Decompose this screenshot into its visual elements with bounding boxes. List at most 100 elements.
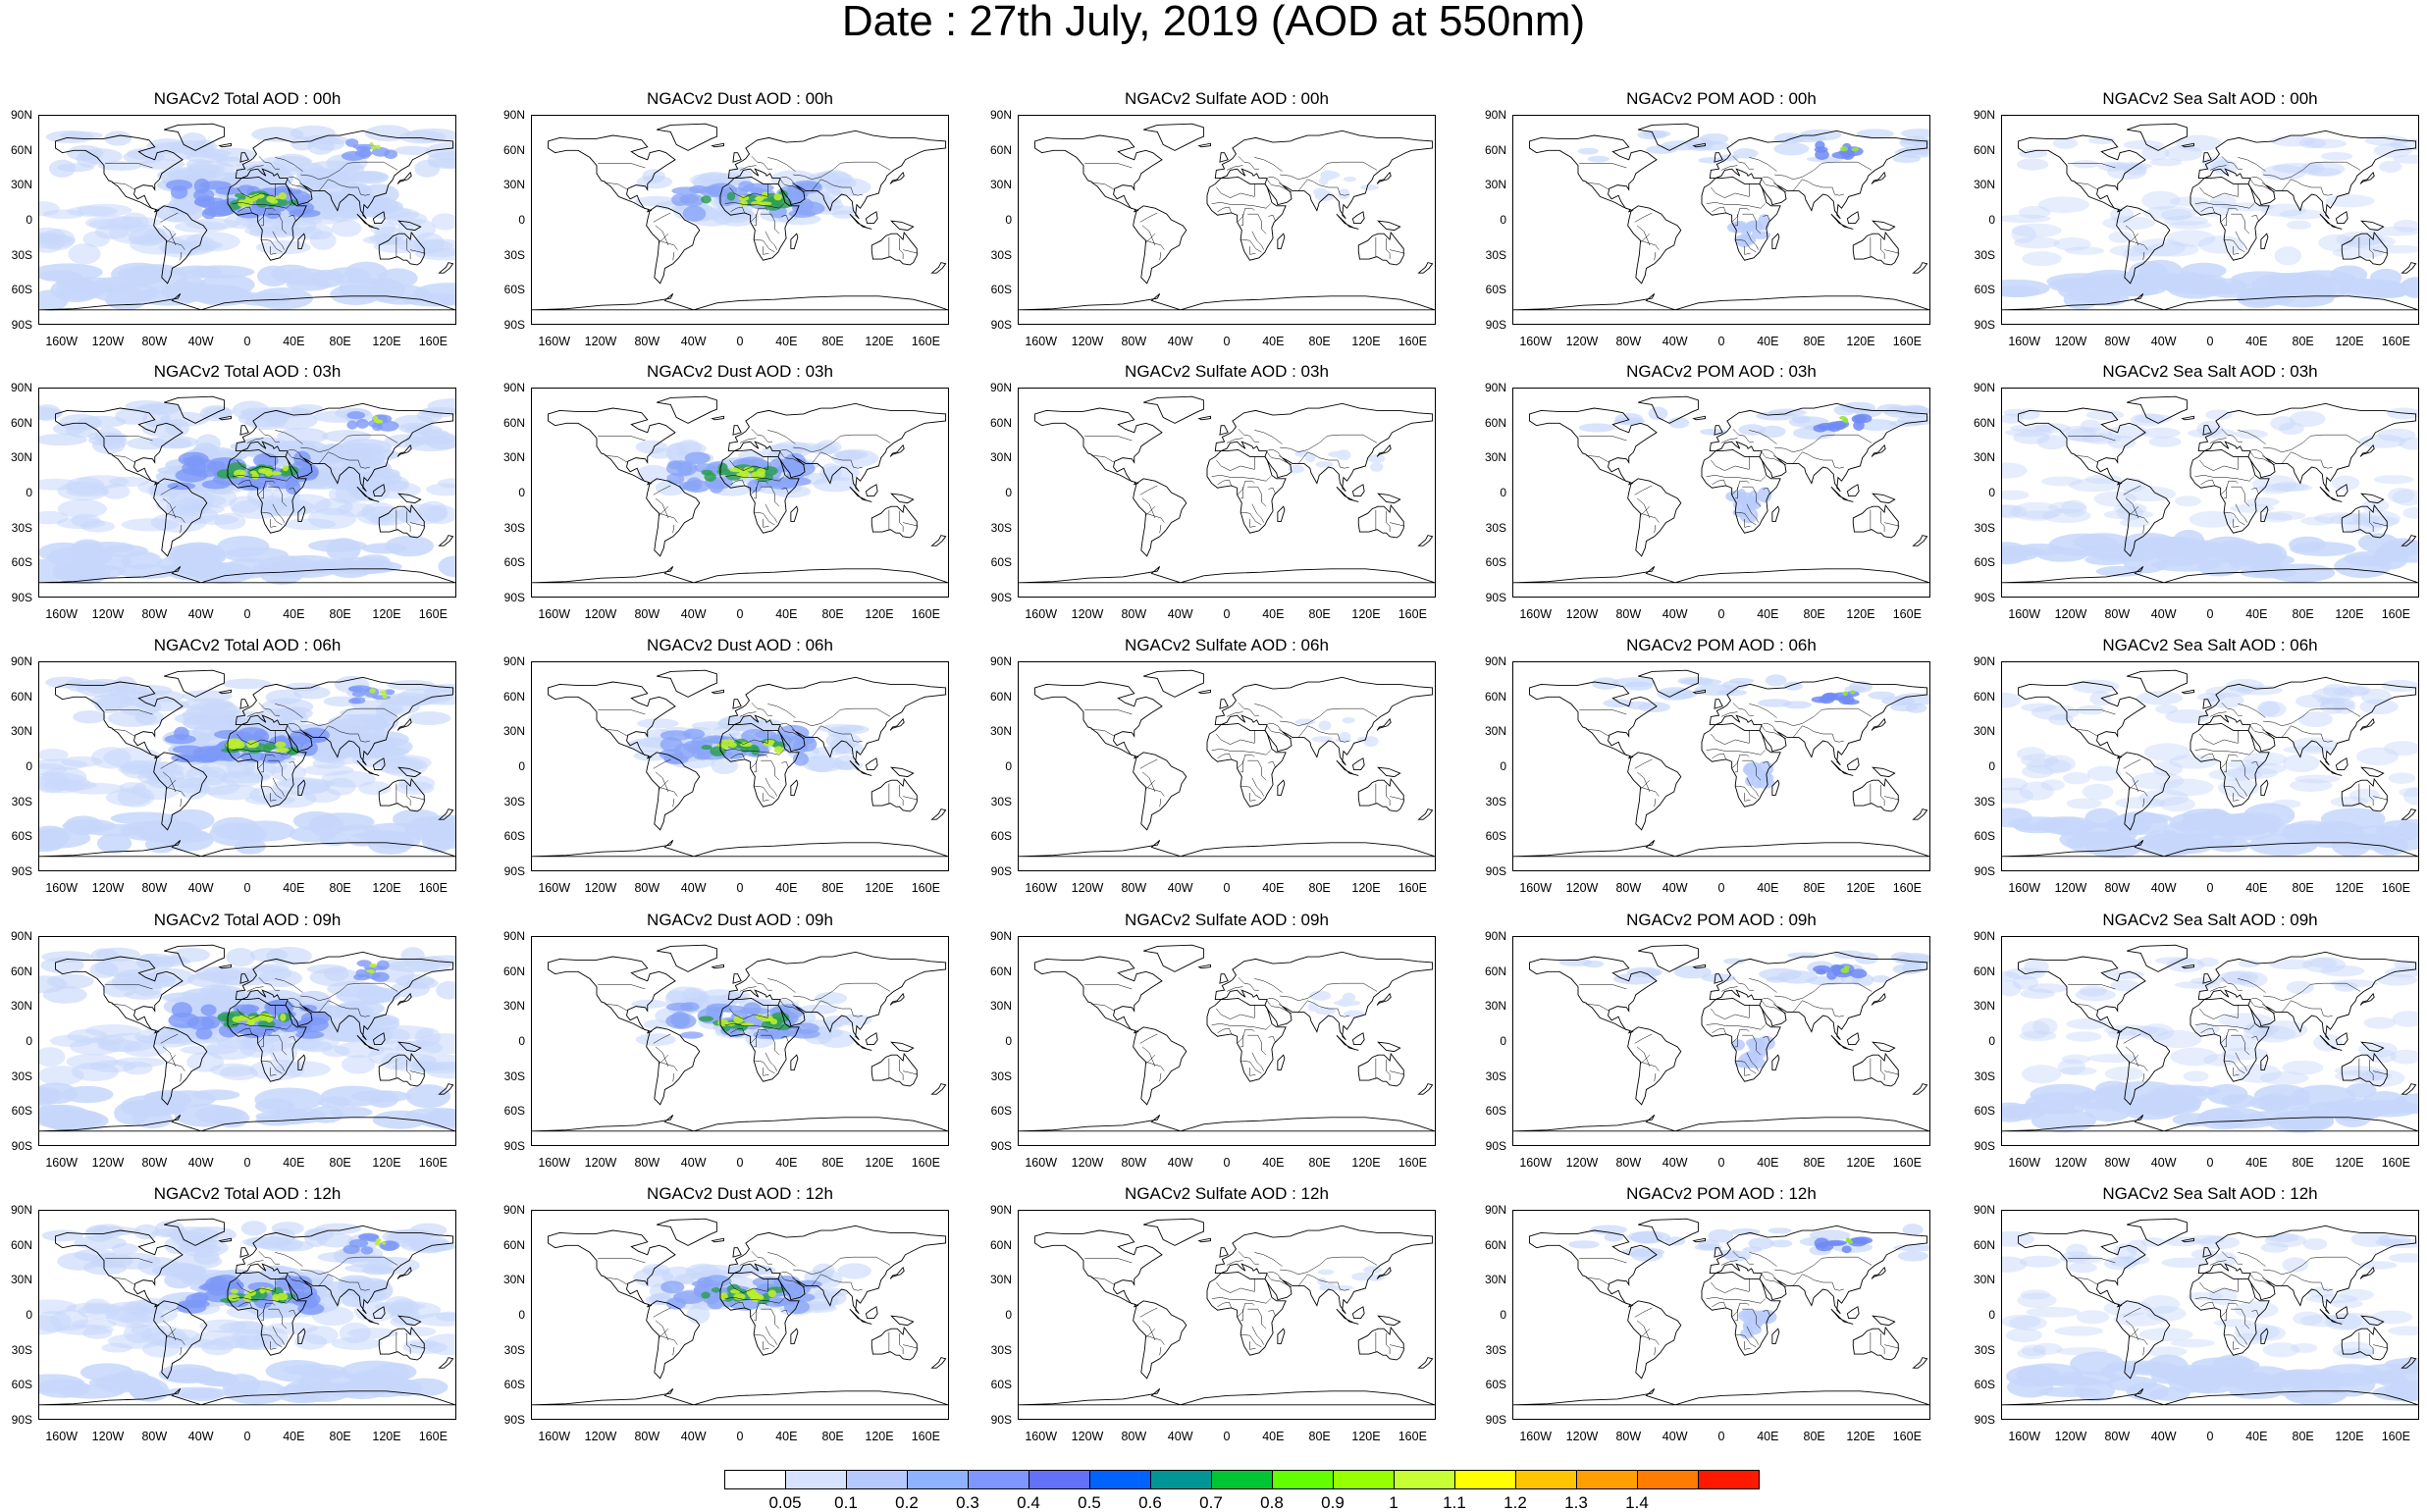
latitude-tick-label: 60N — [10, 415, 32, 430]
longitude-tick-label: 160E — [2381, 881, 2410, 895]
latitude-tick-label: 60S — [1485, 555, 1506, 570]
latitude-tick-label: 60N — [989, 415, 1012, 430]
longitude-tick-label: 120E — [1351, 1430, 1381, 1443]
aod-field-map — [1019, 669, 1435, 858]
latitude-tick-label: 0 — [1988, 1034, 1995, 1048]
latitude-tick-label: 30N — [10, 1273, 32, 1287]
latitude-tick-label: 30N — [1484, 999, 1506, 1014]
latitude-tick-label: 0 — [518, 759, 525, 773]
longitude-tick-label: 120W — [584, 1156, 617, 1170]
longitude-tick-label: 40W — [1662, 335, 1688, 348]
latitude-tick-label: 60N — [502, 142, 525, 157]
latitude-tick-label: 0 — [1988, 213, 1995, 227]
longitude-tick-label: 0 — [2206, 881, 2214, 895]
longitude-tick-label: 80E — [2292, 607, 2314, 621]
panel-title: NGACv2 Dust AOD : 03h — [647, 362, 833, 381]
panel-title: NGACv2 Sulfate AOD : 09h — [1125, 911, 1329, 929]
longitude-tick-label: 0 — [1223, 335, 1231, 348]
latitude-tick-label: 60S — [503, 1378, 525, 1392]
latitude-tick-label: 60S — [990, 829, 1012, 844]
longitude-tick-label: 120E — [372, 1430, 401, 1443]
longitude-tick-label: 120W — [1565, 335, 1599, 348]
longitude-tick-label: 160W — [45, 607, 78, 621]
aod-field-map — [2002, 1218, 2418, 1406]
longitude-tick-label: 0 — [736, 607, 744, 621]
longitude-tick-label: 160W — [538, 1430, 570, 1443]
longitude-tick-label: 40E — [1262, 1156, 1285, 1170]
latitude-tick-label: 90N — [502, 1203, 525, 1217]
longitude-tick-label: 160E — [2381, 335, 2410, 348]
longitude-tick-label: 40E — [283, 607, 305, 621]
longitude-tick-label: 0 — [1717, 881, 1725, 895]
latitude-tick-label: 0 — [26, 486, 32, 499]
latitude-tick-label: 90S — [11, 591, 32, 604]
longitude-tick-label: 120E — [865, 881, 894, 895]
longitude-tick-label: 80W — [141, 1430, 168, 1443]
longitude-tick-label: 40E — [2245, 881, 2268, 895]
longitude-tick-label: 40W — [2150, 1430, 2177, 1443]
map-panel-total-1: NGACv2 Total AOD : 03h 90N 60N 30N 0 30S 60S 90… — [11, 362, 456, 621]
latitude-tick-label: 0 — [518, 486, 525, 499]
longitude-tick-label: 120W — [1565, 607, 1599, 621]
map-frame — [1018, 1210, 1436, 1420]
longitude-tick-label: 40E — [283, 881, 305, 895]
latitude-tick-label: 60S — [1974, 555, 1995, 570]
longitude-tick-label: 80W — [141, 335, 168, 348]
latitude-tick-label: 60S — [503, 829, 525, 844]
longitude-tick-label: 80E — [1803, 1430, 1825, 1443]
longitude-tick-label: 160W — [45, 1430, 78, 1443]
latitude-tick-label: 60S — [503, 1104, 525, 1119]
longitude-tick-label: 160W — [1025, 1430, 1057, 1443]
latitude-tick-label: 0 — [518, 1308, 525, 1322]
latitude-tick-label: 90S — [990, 318, 1012, 332]
latitude-tick-label: 90S — [503, 318, 525, 332]
longitude-tick-label: 40E — [775, 607, 798, 621]
longitude-tick-label: 120W — [1071, 881, 1104, 895]
aod-field-map — [532, 944, 948, 1132]
longitude-tick-label: 160W — [538, 335, 570, 348]
longitude-tick-label: 160E — [1398, 607, 1427, 621]
aod-field-map — [532, 395, 948, 584]
latitude-tick-label: 90N — [1484, 654, 1506, 668]
longitude-tick-label: 120W — [584, 1430, 617, 1443]
map-frame — [1018, 936, 1436, 1146]
longitude-tick-label: 40W — [680, 1430, 707, 1443]
longitude-tick-label: 80W — [1615, 881, 1642, 895]
latitude-tick-label: 30S — [1974, 1069, 1995, 1083]
panel-title: NGACv2 Sulfate AOD : 12h — [1125, 1184, 1329, 1203]
longitude-tick-label: 120W — [1565, 1156, 1599, 1170]
latitude-tick-label: 60N — [10, 1237, 32, 1252]
latitude-tick-label: 90N — [502, 108, 525, 122]
longitude-tick-label: 0 — [1223, 1430, 1231, 1443]
longitude-tick-label: 160W — [2008, 1430, 2040, 1443]
longitude-tick-label: 160W — [1025, 881, 1057, 895]
latitude-tick-label: 60N — [989, 964, 1012, 978]
latitude-tick-label: 90N — [10, 108, 32, 122]
latitude-tick-label: 30S — [990, 1342, 1012, 1357]
longitude-tick-label: 80W — [634, 335, 660, 348]
latitude-tick-label: 90N — [1973, 108, 1995, 122]
longitude-tick-label: 80W — [141, 1156, 168, 1170]
colorbar-swatch — [1029, 1470, 1090, 1489]
panel-title: NGACv2 Sea Salt AOD : 06h — [2102, 636, 2318, 654]
latitude-tick-label: 90S — [1974, 591, 1995, 604]
longitude-tick-label: 80W — [141, 881, 168, 895]
longitude-tick-label: 80W — [2104, 881, 2131, 895]
latitude-tick-label: 0 — [1500, 759, 1506, 773]
latitude-tick-label: 0 — [1500, 213, 1506, 227]
longitude-tick-label: 40E — [283, 335, 305, 348]
longitude-tick-label: 120E — [865, 1156, 894, 1170]
longitude-tick-label: 160E — [1398, 881, 1427, 895]
latitude-tick-label: 90N — [989, 929, 1012, 943]
panel-title: NGACv2 Sea Salt AOD : 03h — [2102, 362, 2318, 381]
latitude-tick-label: 60S — [1974, 829, 1995, 844]
longitude-tick-label: 80W — [1121, 607, 1147, 621]
longitude-tick-label: 80E — [821, 881, 844, 895]
panel-title: NGACv2 Total AOD : 12h — [153, 1184, 342, 1203]
latitude-tick-label: 90S — [1974, 1139, 1995, 1153]
aod-field-map — [1019, 123, 1435, 311]
longitude-tick-label: 40E — [1262, 607, 1285, 621]
aod-field-map — [39, 669, 455, 858]
aod-field-map — [532, 669, 948, 858]
latitude-tick-label: 60N — [989, 1237, 1012, 1252]
